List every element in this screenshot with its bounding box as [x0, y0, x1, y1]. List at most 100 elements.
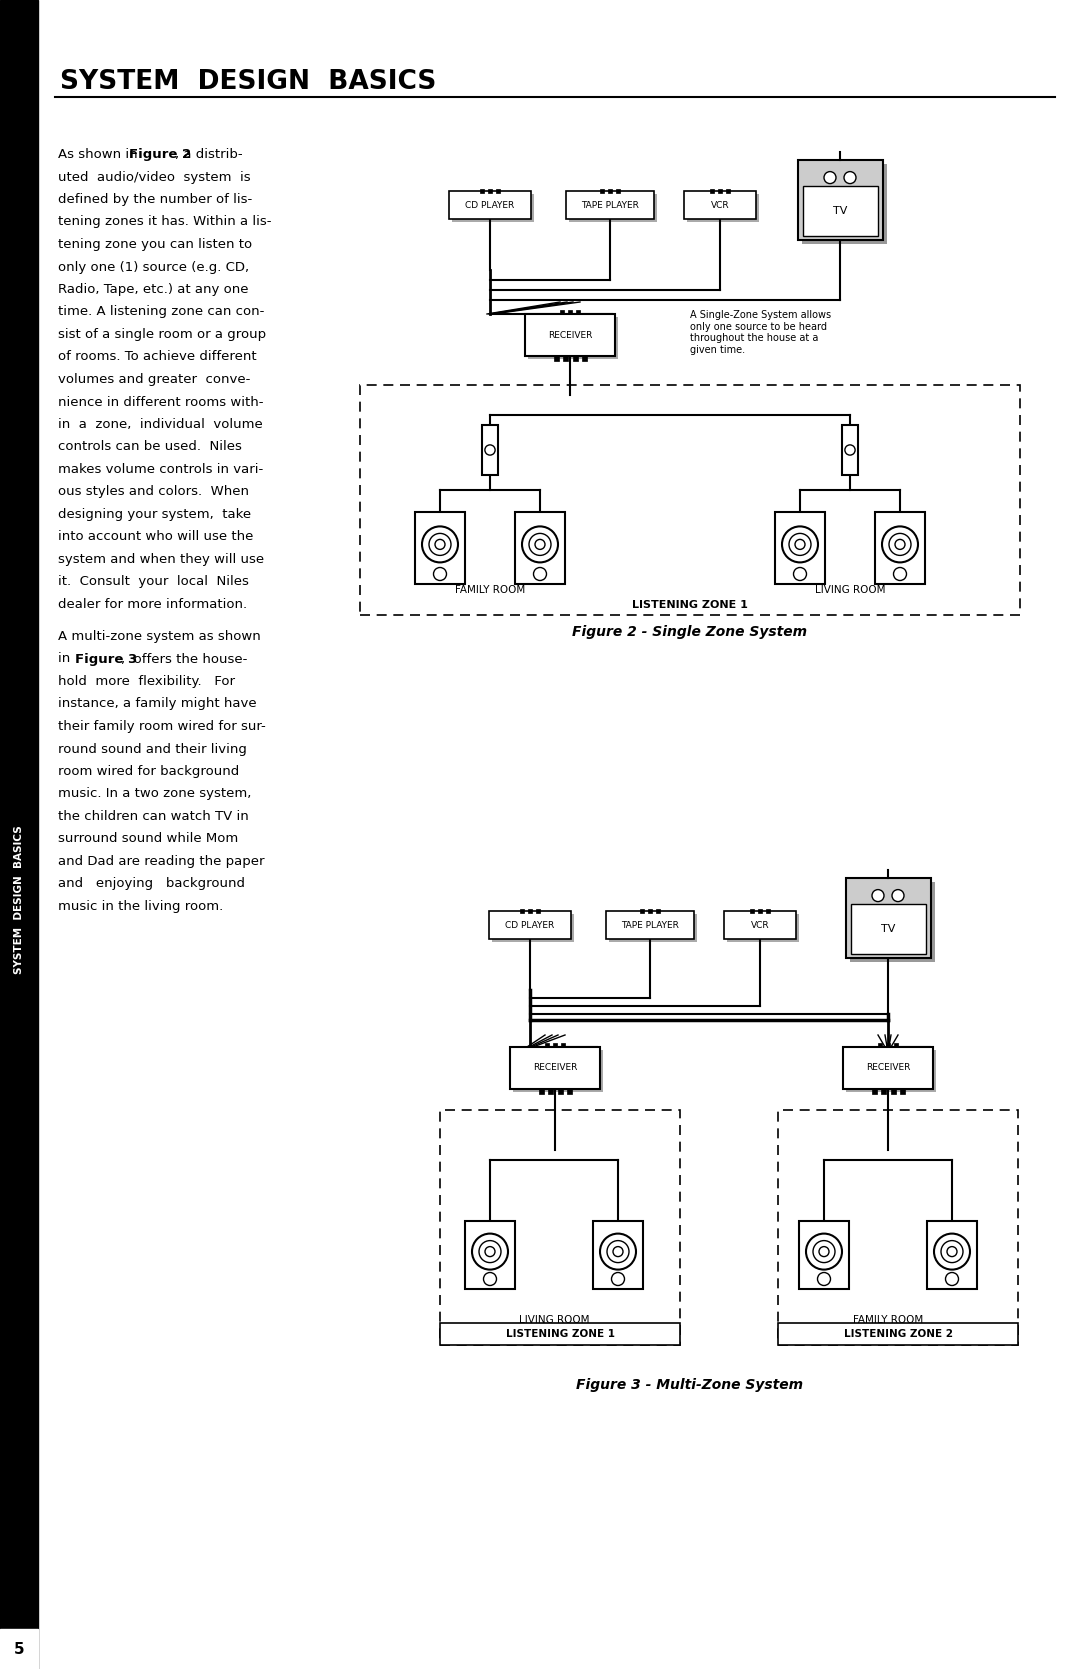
Text: tening zone you can listen to: tening zone you can listen to: [58, 239, 252, 250]
Bar: [801, 164, 887, 244]
Text: tening zones it has. Within a lis-: tening zones it has. Within a lis-: [58, 215, 271, 229]
Bar: [572, 355, 578, 361]
Text: TAPE PLAYER: TAPE PLAYER: [621, 921, 679, 930]
Text: nience in different rooms with-: nience in different rooms with-: [58, 396, 264, 409]
Bar: [727, 915, 799, 941]
Circle shape: [889, 534, 912, 556]
Bar: [799, 1222, 849, 1288]
Bar: [567, 1088, 571, 1093]
Text: Figure 2 - Single Zone System: Figure 2 - Single Zone System: [572, 624, 808, 639]
Circle shape: [893, 567, 906, 581]
Circle shape: [882, 526, 918, 562]
Text: FAMILY ROOM: FAMILY ROOM: [455, 586, 525, 596]
Bar: [489, 911, 571, 940]
Bar: [496, 189, 500, 194]
Bar: [576, 310, 580, 314]
Bar: [492, 915, 573, 941]
Text: and   enjoying   background: and enjoying background: [58, 878, 245, 891]
Text: TV: TV: [881, 925, 895, 933]
Bar: [872, 1088, 877, 1093]
Circle shape: [535, 539, 545, 549]
Text: LIVING ROOM: LIVING ROOM: [518, 1315, 590, 1325]
Bar: [515, 512, 565, 584]
Circle shape: [782, 526, 818, 562]
Circle shape: [947, 1247, 957, 1257]
Circle shape: [806, 1233, 842, 1270]
Text: room wired for background: room wired for background: [58, 764, 240, 778]
Text: round sound and their living: round sound and their living: [58, 743, 247, 756]
Text: of rooms. To achieve different: of rooms. To achieve different: [58, 350, 257, 364]
Text: Figure 2: Figure 2: [129, 149, 191, 160]
Text: music. In a two zone system,: music. In a two zone system,: [58, 788, 252, 801]
Bar: [608, 189, 612, 194]
Text: ous styles and colors.  When: ous styles and colors. When: [58, 486, 249, 499]
Text: RECEIVER: RECEIVER: [548, 330, 592, 339]
Bar: [616, 189, 620, 194]
Bar: [465, 1222, 515, 1288]
Circle shape: [941, 1240, 963, 1263]
Bar: [710, 189, 714, 194]
Circle shape: [600, 1233, 636, 1270]
Text: SYSTEM  DESIGN  BASICS: SYSTEM DESIGN BASICS: [14, 826, 24, 975]
Text: 5: 5: [14, 1642, 25, 1657]
Bar: [851, 903, 926, 955]
Bar: [415, 512, 465, 584]
Bar: [726, 189, 730, 194]
Bar: [606, 911, 694, 940]
Bar: [581, 355, 586, 361]
Circle shape: [934, 1233, 970, 1270]
Bar: [513, 1050, 603, 1092]
Text: CD PLAYER: CD PLAYER: [505, 921, 555, 930]
Bar: [886, 1043, 890, 1046]
Text: only one (1) source (e.g. CD,: only one (1) source (e.g. CD,: [58, 260, 249, 274]
Text: , a distrib-: , a distrib-: [175, 149, 243, 160]
Circle shape: [422, 526, 458, 562]
Bar: [600, 189, 604, 194]
Bar: [802, 185, 877, 235]
Text: designing your system,  take: designing your system, take: [58, 507, 252, 521]
Text: CD PLAYER: CD PLAYER: [465, 200, 515, 210]
Circle shape: [613, 1247, 623, 1257]
Circle shape: [607, 1240, 629, 1263]
Bar: [894, 1043, 897, 1046]
Text: Radio, Tape, etc.) at any one: Radio, Tape, etc.) at any one: [58, 284, 248, 295]
Bar: [449, 190, 531, 219]
Circle shape: [485, 1247, 495, 1257]
Circle shape: [819, 1247, 829, 1257]
Bar: [900, 1088, 905, 1093]
Bar: [561, 310, 564, 314]
Bar: [797, 160, 882, 240]
Bar: [528, 317, 618, 359]
Text: dealer for more information.: dealer for more information.: [58, 598, 247, 611]
Bar: [548, 1088, 553, 1093]
Circle shape: [522, 526, 558, 562]
Text: and Dad are reading the paper: and Dad are reading the paper: [58, 855, 265, 868]
Bar: [687, 194, 759, 222]
Bar: [724, 911, 796, 940]
Bar: [545, 1043, 549, 1046]
Text: into account who will use the: into account who will use the: [58, 531, 254, 544]
Text: makes volume controls in vari-: makes volume controls in vari-: [58, 462, 264, 476]
Circle shape: [429, 534, 451, 556]
Bar: [843, 1046, 933, 1088]
Circle shape: [484, 1272, 497, 1285]
Circle shape: [433, 567, 446, 581]
Text: RECEIVER: RECEIVER: [866, 1063, 910, 1073]
Text: SYSTEM  DESIGN  BASICS: SYSTEM DESIGN BASICS: [60, 68, 436, 95]
Bar: [536, 910, 540, 913]
Bar: [593, 1222, 643, 1288]
Bar: [0, 0, 38, 1669]
Bar: [758, 910, 762, 913]
Bar: [360, 386, 1020, 614]
Text: uted  audio/video  system  is: uted audio/video system is: [58, 170, 251, 184]
Text: A multi-zone system as shown: A multi-zone system as shown: [58, 629, 260, 643]
Text: volumes and greater  conve-: volumes and greater conve-: [58, 372, 251, 386]
Bar: [927, 1222, 977, 1288]
Bar: [554, 355, 558, 361]
Text: LISTENING ZONE 2: LISTENING ZONE 2: [843, 1329, 953, 1339]
Text: Figure 3 - Multi-Zone System: Figure 3 - Multi-Zone System: [577, 1379, 804, 1392]
Bar: [510, 1046, 600, 1088]
Text: controls can be used.  Niles: controls can be used. Niles: [58, 441, 242, 454]
Circle shape: [435, 539, 445, 549]
Text: in  a  zone,  individual  volume: in a zone, individual volume: [58, 417, 262, 431]
